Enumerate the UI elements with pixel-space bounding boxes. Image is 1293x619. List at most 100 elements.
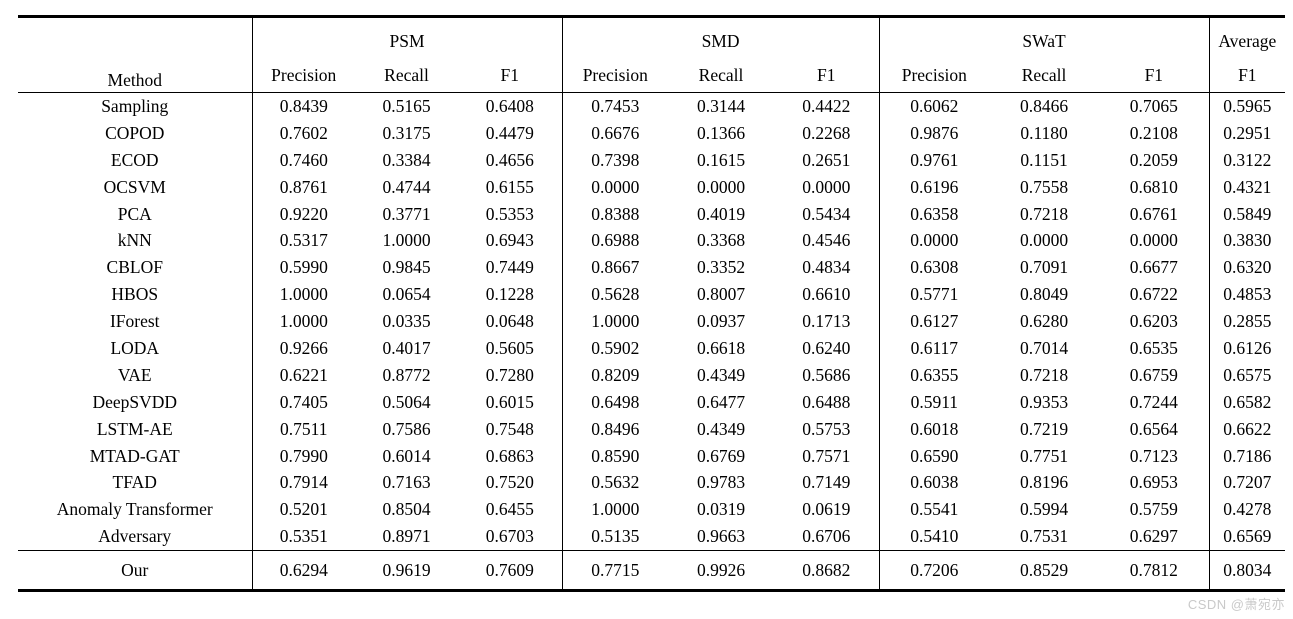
table-row: OCSVM 0.8761 0.4744 0.6155 0.0000 0.0000 0.000… (18, 173, 1286, 201)
method-cell: PCA (117, 203, 152, 224)
value-cell: 0.5135 (561, 523, 669, 551)
value-cell: 0.5165 (382, 95, 431, 116)
value-cell: 0.7511 (251, 415, 355, 443)
value-cell: 0.7558 (1020, 176, 1069, 197)
value-cell: 0.9926 (668, 550, 775, 591)
value-cell: 0.7244 (1129, 391, 1178, 412)
smd-f1-header: F1 (817, 65, 836, 85)
value-cell: 0.7207 (1208, 469, 1286, 497)
value-cell: 0.7065 (1129, 95, 1178, 116)
value-cell: 0.5753 (802, 418, 851, 439)
value-cell: 0.9663 (696, 526, 746, 547)
value-cell: 0.3352 (696, 257, 746, 278)
value-cell: 0.1615 (696, 149, 746, 170)
value-cell: 0.0000 (802, 176, 851, 197)
value-cell: 0.6610 (802, 284, 851, 305)
group-header-smd: SMD (561, 16, 880, 53)
value-cell: 0.5990 (251, 254, 355, 282)
method-cell: VAE (117, 364, 152, 385)
results-table-container: Method PSM SMD SWaT Average Precision Re… (18, 15, 1286, 593)
value-cell: 0.7586 (382, 418, 431, 439)
value-cell: 1.0000 (561, 308, 669, 336)
value-cell: 0.3384 (382, 149, 431, 170)
average-header-line2: F1 (1208, 53, 1286, 93)
value-cell: 0.7398 (561, 146, 669, 174)
value-cell: 0.6455 (485, 499, 534, 520)
value-cell: 0.5064 (382, 391, 431, 412)
table-row: MTAD-GAT 0.7990 0.6014 0.6863 0.8590 0.6769 0.… (18, 442, 1286, 470)
value-cell: 0.6761 (1129, 203, 1178, 224)
table-row: TFAD 0.7914 0.7163 0.7520 0.5632 0.9783 0.7149… (18, 469, 1286, 497)
value-cell: 0.6294 (251, 550, 355, 591)
value-cell: 0.3830 (1208, 227, 1286, 255)
value-cell: 0.6038 (878, 469, 990, 497)
value-cell: 0.8590 (561, 442, 669, 470)
value-cell: 0.8667 (561, 254, 669, 282)
value-cell: 0.0000 (878, 227, 990, 255)
value-cell: 0.8049 (1020, 284, 1069, 305)
method-cell: Anomaly Transformer (56, 499, 213, 520)
table-header: Method PSM SMD SWaT Average Precision Re… (18, 16, 1286, 93)
value-cell: 0.8007 (696, 284, 746, 305)
value-cell: 0.6320 (1208, 254, 1286, 282)
table-row: ECOD 0.7460 0.3384 0.4656 0.7398 0.1615 0.2651… (18, 146, 1286, 174)
smd-precision-header: Precision (561, 53, 669, 93)
method-cell: TFAD (112, 472, 157, 493)
method-cell: Adversary (98, 526, 172, 547)
value-cell: 0.8504 (382, 499, 431, 520)
value-cell: 0.8439 (251, 92, 355, 120)
value-cell: 0.8388 (561, 200, 669, 228)
value-cell: 0.5351 (251, 523, 355, 551)
group-header-psm: PSM (251, 16, 563, 53)
value-cell: 0.6308 (878, 254, 990, 282)
value-cell: 0.7548 (485, 418, 534, 439)
swat-precision-header: Precision (878, 53, 990, 93)
value-cell: 0.6297 (1129, 526, 1178, 547)
value-cell: 0.4321 (1208, 173, 1286, 201)
value-cell: 0.5632 (561, 469, 669, 497)
value-cell: 0.0000 (561, 173, 669, 201)
value-cell: 0.5434 (802, 203, 851, 224)
table-row: VAE 0.6221 0.8772 0.7280 0.8209 0.4349 0.5686 0… (18, 361, 1286, 389)
table-row: LSTM-AE 0.7511 0.7586 0.7548 0.8496 0.4349 0.5… (18, 415, 1286, 443)
method-cell: MTAD-GAT (89, 445, 180, 466)
csdn-watermark: CSDN @萧宛亦 (1187, 597, 1285, 612)
value-cell: 0.6203 (1129, 311, 1178, 332)
value-cell: 0.6477 (696, 391, 746, 412)
method-cell: CBLOF (106, 257, 163, 278)
value-cell: 0.4278 (1208, 496, 1286, 524)
value-cell: 0.1180 (1020, 122, 1068, 143)
value-cell: 0.5353 (485, 203, 534, 224)
table-row: Adversary 0.5351 0.8971 0.6703 0.5135 0.9663 0… (18, 523, 1286, 551)
value-cell: 0.7186 (1208, 442, 1286, 470)
value-cell: 0.0000 (1129, 230, 1178, 251)
value-cell: 0.7149 (802, 472, 851, 493)
value-cell: 0.9353 (1020, 391, 1069, 412)
value-cell: 0.6127 (878, 308, 990, 336)
value-cell: 0.6759 (1129, 364, 1178, 385)
value-cell: 0.7218 (1020, 364, 1069, 385)
value-cell: 0.7520 (485, 472, 534, 493)
value-cell: 0.6240 (802, 337, 851, 358)
value-cell: 0.8971 (382, 526, 431, 547)
value-cell: 0.4349 (696, 418, 746, 439)
value-cell: 0.5965 (1208, 92, 1286, 120)
value-cell: 0.3175 (382, 122, 431, 143)
table-row: PCA 0.9220 0.3771 0.5353 0.8388 0.4019 0.5434 0… (18, 200, 1286, 228)
results-table: Method PSM SMD SWaT Average Precision Re… (18, 15, 1286, 593)
value-cell: 0.0000 (696, 176, 746, 197)
method-cell: OCSVM (103, 176, 166, 197)
value-cell: 0.4546 (802, 230, 851, 251)
value-cell: 0.0654 (382, 284, 431, 305)
table-row: Sampling 0.8439 0.5165 0.6408 0.7453 0.3144 0.… (18, 92, 1286, 120)
value-cell: 0.8034 (1208, 550, 1286, 591)
value-cell: 0.7531 (1020, 526, 1069, 547)
value-cell: 0.4422 (802, 95, 851, 116)
value-cell: 0.6155 (485, 176, 534, 197)
value-cell: 0.6706 (802, 526, 851, 547)
value-cell: 0.8196 (1020, 472, 1069, 493)
value-cell: 0.8466 (1020, 95, 1069, 116)
value-cell: 0.6498 (561, 388, 669, 416)
smd-recall-header: Recall (698, 65, 744, 85)
value-cell: 0.5994 (1020, 499, 1069, 520)
